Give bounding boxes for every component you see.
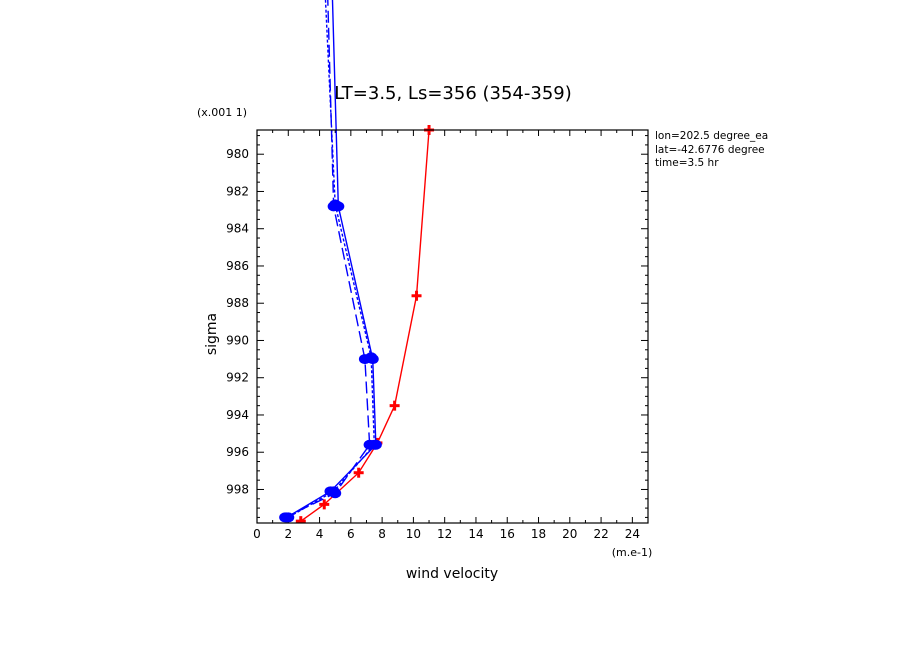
series-layer	[279, 0, 435, 523]
x-tick-label: 22	[593, 527, 608, 541]
x-tick-label: 12	[437, 527, 452, 541]
data-point	[327, 486, 340, 497]
x-tick-label: 20	[562, 527, 577, 541]
info-clip-mask	[779, 125, 904, 175]
y-tick-label: 982	[226, 184, 249, 198]
data-point	[389, 400, 400, 411]
series-line-4	[287, 0, 376, 519]
data-point	[353, 467, 364, 478]
y-axis-label: sigma	[204, 313, 220, 355]
info-line-lat: lat=-42.6776 degree	[655, 144, 765, 156]
y-tick-label: 980	[226, 147, 249, 161]
y-tick-label: 984	[226, 222, 249, 236]
data-point	[319, 499, 330, 510]
data-point	[295, 516, 306, 523]
data-point	[368, 439, 381, 450]
x-tick-label: 4	[316, 527, 324, 541]
y-tick-label: 998	[226, 482, 249, 496]
y-tick-label: 996	[226, 445, 249, 459]
x-tick-label: 16	[500, 527, 515, 541]
info-block: lon=202.5 degree_ea lat=-42.6776 degree …	[655, 130, 768, 169]
data-point	[365, 352, 378, 363]
y-tick-label: 990	[226, 333, 249, 347]
y-tick-label: 988	[226, 296, 249, 310]
x-tick-label: 18	[531, 527, 546, 541]
y-unit-label: (x.001 1)	[197, 106, 247, 119]
x-tick-label: 6	[347, 527, 355, 541]
x-tick-label: 0	[253, 527, 261, 541]
plot-frame	[256, 129, 649, 524]
chart-title: LT=3.5, Ls=356 (354-359)	[334, 83, 572, 104]
x-tick-label: 24	[625, 527, 640, 541]
data-point	[282, 512, 295, 523]
info-line-lon: lon=202.5 degree_ea	[655, 130, 768, 142]
y-tick-label: 994	[226, 408, 249, 422]
data-point	[411, 290, 422, 301]
series-line-3	[284, 0, 371, 519]
x-tick-label: 8	[378, 527, 386, 541]
series-line-2	[286, 0, 377, 519]
x-tick-label: 14	[468, 527, 483, 541]
y-tick-label: 992	[226, 371, 249, 385]
x-axis-label: wind velocity	[406, 566, 498, 582]
x-unit-label: (m.e-1)	[612, 546, 653, 559]
y-tick-label: 986	[226, 259, 249, 273]
data-point	[329, 199, 342, 210]
x-tick-label: 2	[284, 527, 292, 541]
x-tick-label: 10	[406, 527, 421, 541]
axis-ticks: 0 2 4 6 8 10 12 14 16 18 20 22 249809829849869889909…	[226, 130, 649, 541]
info-line-time: time=3.5 hr	[655, 157, 719, 169]
